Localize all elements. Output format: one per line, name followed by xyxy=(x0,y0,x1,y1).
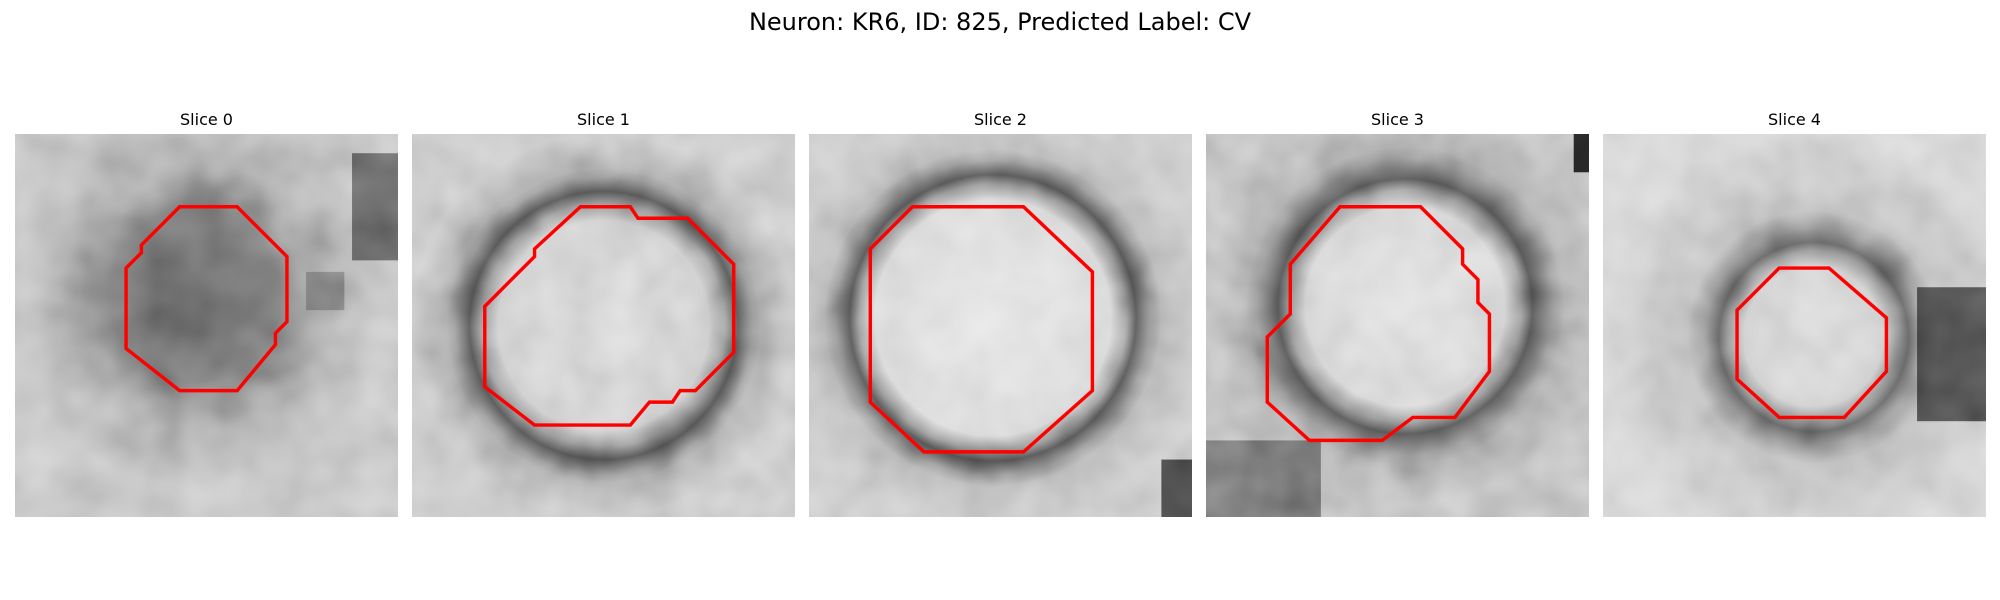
slice-title: Slice 2 xyxy=(974,110,1027,129)
slice-title: Slice 4 xyxy=(1768,110,1821,129)
contour-polygon xyxy=(1265,205,1492,443)
slice-panel-4: Slice 4 xyxy=(1603,108,1986,518)
slice-panel-1: Slice 1 xyxy=(412,108,795,518)
slice-panel-3: Slice 3 xyxy=(1206,108,1589,518)
slice-panel-0: Slice 0 xyxy=(15,108,398,518)
slice-panel-2: Slice 2 xyxy=(809,108,1192,518)
slice-title: Slice 3 xyxy=(1371,110,1424,129)
microscopy-slice-image xyxy=(15,134,398,517)
contour-polygon xyxy=(868,205,1095,454)
microscopy-slice-image xyxy=(412,134,795,517)
contour-polygon xyxy=(124,205,289,393)
microscopy-slice-image xyxy=(809,134,1192,517)
slice-title: Slice 0 xyxy=(180,110,233,129)
microscopy-slice-image xyxy=(1603,134,1986,517)
contour-polygon xyxy=(1735,266,1889,420)
slice-title: Slice 1 xyxy=(577,110,630,129)
contour-polygon xyxy=(483,205,736,427)
figure-title: Neuron: KR6, ID: 825, Predicted Label: C… xyxy=(748,8,1252,36)
microscopy-slice-image xyxy=(1206,134,1589,517)
